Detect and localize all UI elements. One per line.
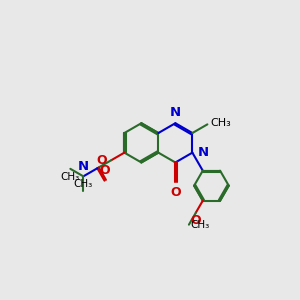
Text: N: N (197, 146, 208, 159)
Text: O: O (97, 154, 107, 167)
Text: N: N (77, 160, 88, 173)
Text: O: O (190, 214, 201, 227)
Text: CH₃: CH₃ (61, 172, 80, 182)
Text: CH₃: CH₃ (74, 178, 93, 189)
Text: CH₃: CH₃ (190, 220, 209, 230)
Text: O: O (99, 164, 110, 177)
Text: N: N (170, 106, 181, 118)
Text: O: O (170, 186, 181, 199)
Text: CH₃: CH₃ (210, 118, 231, 128)
